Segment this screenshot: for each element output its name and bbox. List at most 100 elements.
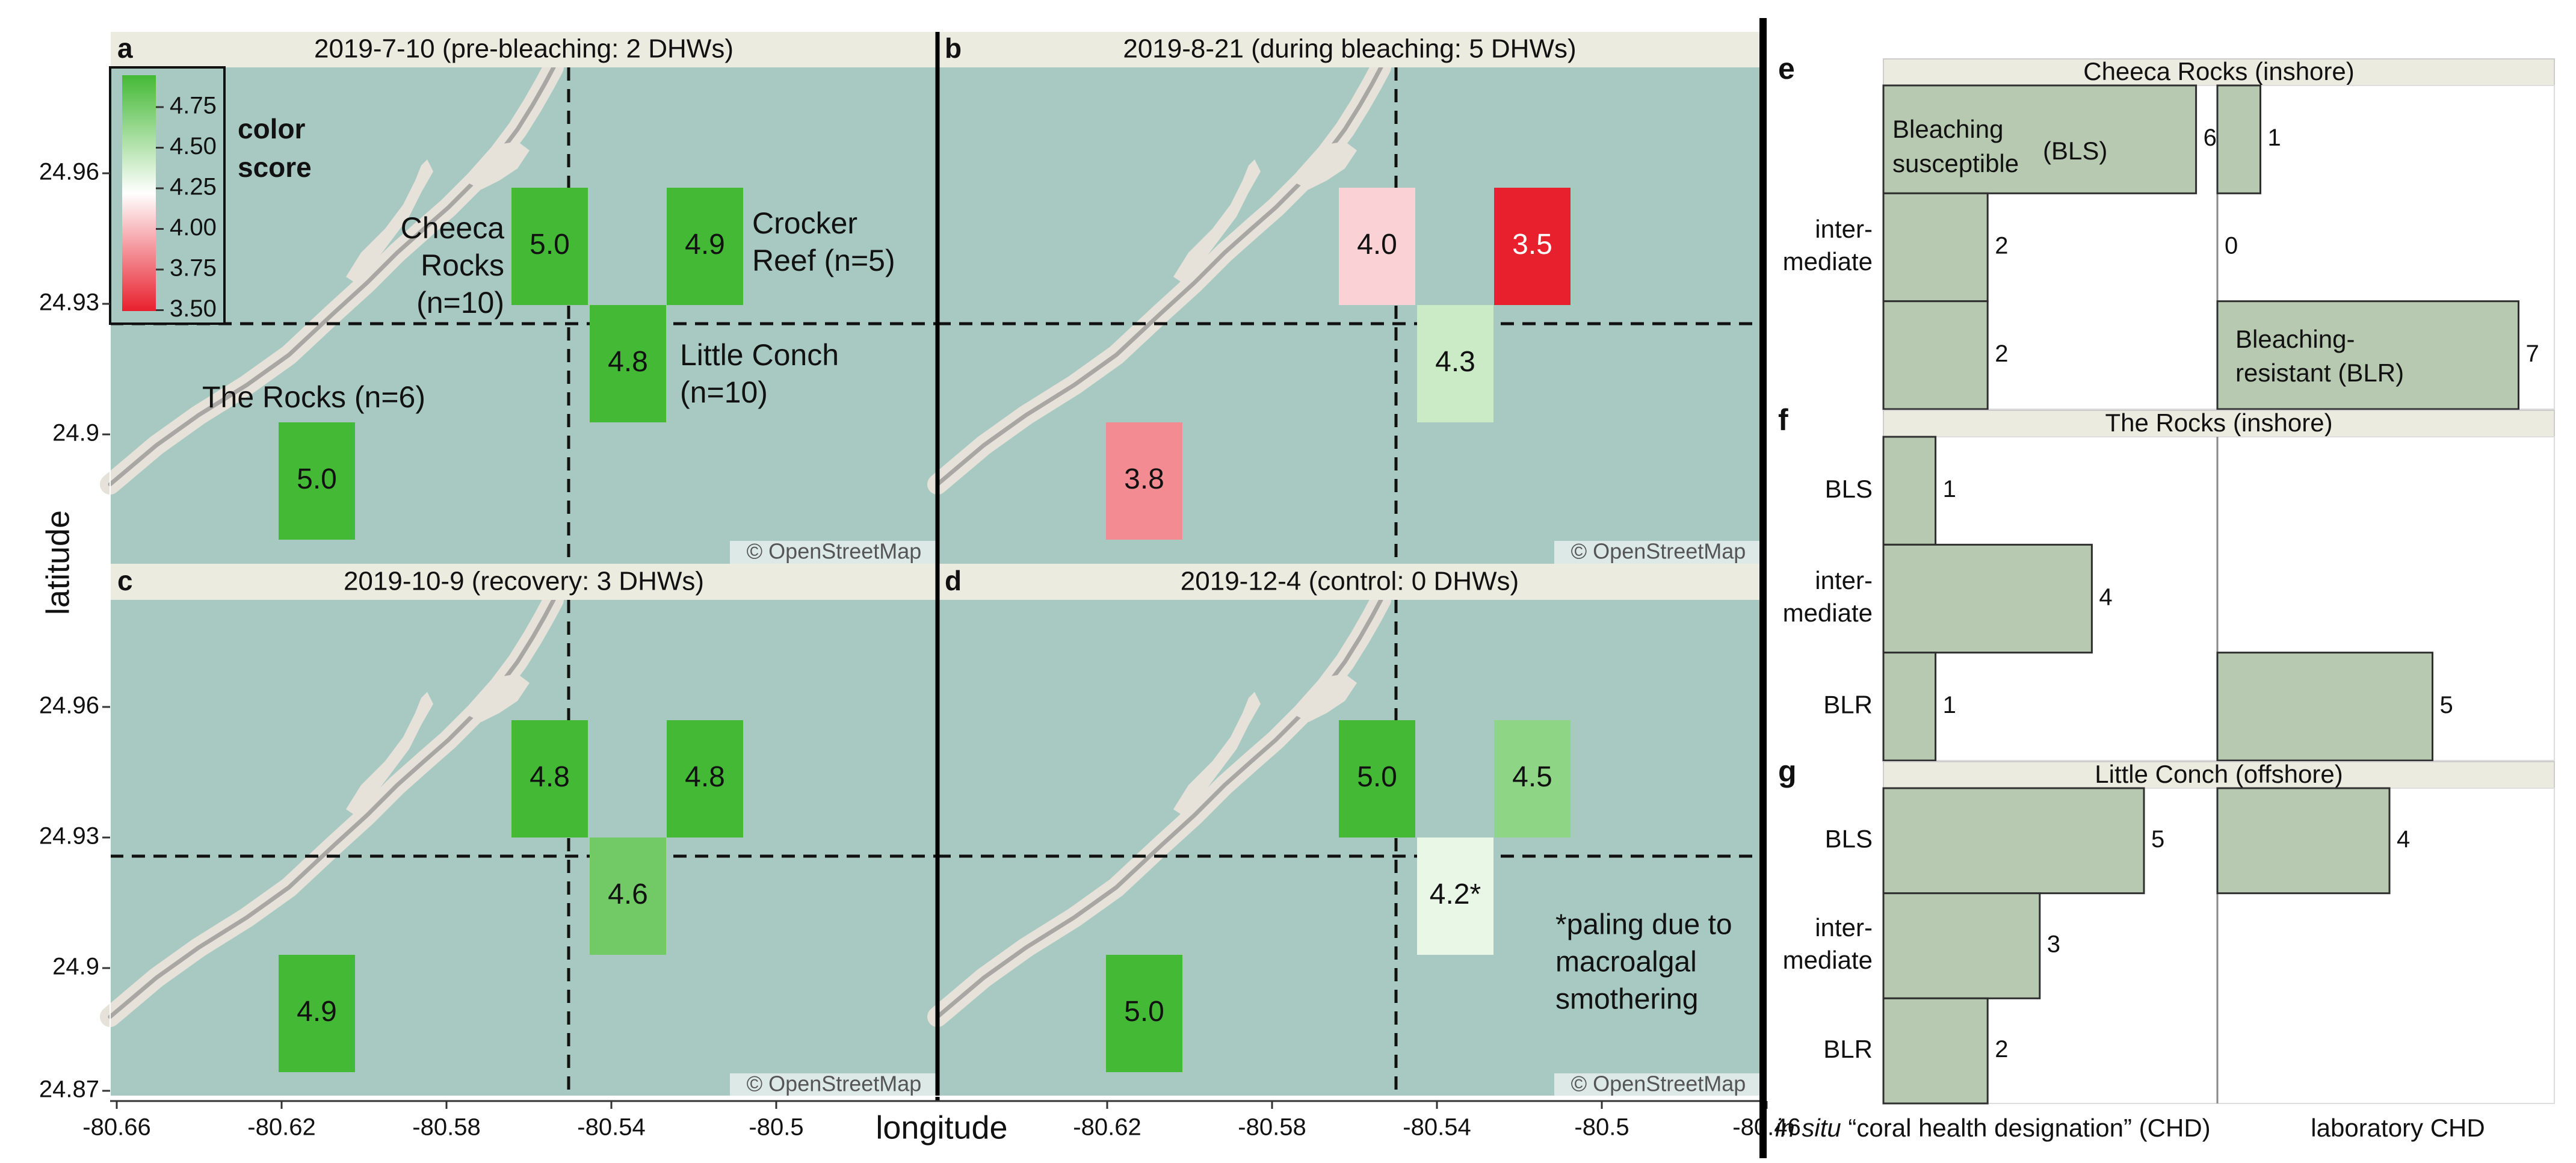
lon-tick: -80.5 (749, 1114, 803, 1141)
bar-lab (2216, 787, 2391, 895)
map-island (346, 159, 433, 283)
bar-lab (2216, 300, 2519, 410)
site-rect-rocks (279, 422, 355, 540)
map-sea (110, 67, 937, 564)
map-attribution: © OpenStreetMap (747, 539, 922, 564)
bar-value-label: 4 (2397, 826, 2410, 853)
bar-category-label: mediate (1783, 946, 1873, 974)
x-axis-label: longitude (876, 1109, 1007, 1146)
bar-value-label: 2 (1995, 233, 2008, 259)
bar-value-label: 7 (2526, 341, 2539, 367)
site-label-cheeca: (n=10) (416, 286, 504, 319)
bar-value-label: 3 (2047, 931, 2060, 958)
bar-in-situ (1882, 84, 2198, 194)
site-label-crocker: Reef (n=5) (752, 244, 895, 277)
bar-category-label: BLS (1825, 824, 1873, 853)
legend-title: score (238, 152, 312, 183)
map-sea (110, 600, 937, 1096)
bar-category-label: BLS (1825, 475, 1873, 503)
map-island (1291, 674, 1357, 722)
site-score: 4.8 (530, 761, 570, 793)
site-rect-crocker (667, 720, 743, 838)
map-title-bar (937, 564, 1762, 600)
bar-category-label: mediate (1783, 599, 1873, 627)
legend-tick: 3.75 (170, 255, 217, 282)
attribution-bg (1554, 541, 1762, 564)
site-score: 4.9 (297, 996, 337, 1028)
lat-tick: 24.93 (39, 823, 99, 850)
legend-tick: 4.00 (170, 214, 217, 241)
bar-in-situ (1882, 192, 1989, 303)
bar-panel-e: Cheeca Rocks (inshore) e 6 1 2 0 inter-mediate… (1778, 52, 2555, 410)
map-title-bar (110, 31, 937, 67)
map-panel-d: d 2019-12-4 (control: 0 DHWs) © OpenStreet… (927, 564, 1762, 1096)
lat-tick: 24.9 (52, 954, 99, 980)
bar-in-situ (1882, 892, 2041, 999)
map-title-bar (937, 31, 1762, 67)
site-rect-cheeca (511, 720, 588, 838)
site-score: 4.0 (1357, 229, 1397, 261)
site-rect-rocks (1106, 955, 1182, 1072)
map-note: smothering (1555, 984, 1698, 1016)
map-panel-title: 2019-10-9 (recovery: 3 DHWs) (344, 567, 704, 596)
map-land (100, 57, 564, 495)
site-rect-conch (590, 305, 666, 422)
lon-tick: -80.5 (1574, 1114, 1629, 1141)
bar-x-label-left: in situ “coral health designation” (CHD) (1775, 1114, 2211, 1142)
attribution-bg (1554, 1073, 1762, 1096)
panel-letter: b (945, 32, 962, 64)
map-highway (108, 597, 556, 1019)
panel-letter: e (1778, 52, 1795, 85)
panel-letter: f (1778, 403, 1788, 437)
bar-category-label: BLR (1823, 690, 1873, 718)
map-island (1291, 141, 1357, 190)
panel-letter: d (945, 565, 962, 596)
bar-value-label: 0 (2225, 233, 2238, 259)
legend-title: color (238, 113, 306, 144)
lon-tick: -80.58 (1238, 1114, 1306, 1141)
site-label-conch: Little Conch (680, 338, 839, 372)
site-rect-cheeca (511, 188, 588, 305)
lon-tick: -80.62 (1073, 1114, 1141, 1141)
bar-value-label: 4 (2099, 584, 2112, 611)
legend-tick: 4.75 (170, 93, 217, 119)
site-label-cheeca: Cheeca (401, 211, 505, 245)
bar-value-label: 1 (1943, 692, 1956, 718)
bar-in-situ (1882, 543, 2093, 654)
site-rect-rocks (279, 955, 355, 1072)
bar-category-label: mediate (1783, 247, 1873, 276)
map-panel-b: b 2019-8-21 (during bleaching: 5 DHWs) © O… (927, 31, 1762, 564)
site-score: 4.3 (1435, 346, 1475, 378)
legend-tick: 4.50 (170, 133, 217, 159)
map-panel-title: 2019-12-4 (control: 0 DHWs) (1181, 567, 1519, 596)
attribution-bg (730, 541, 937, 564)
site-rect-cheeca (1339, 720, 1415, 838)
site-rect-conch (590, 838, 666, 955)
panel-letter: a (117, 32, 133, 64)
site-score: 3.8 (1124, 463, 1164, 495)
bar-panel-title: Cheeca Rocks (inshore) (2083, 57, 2355, 85)
panel-letter: g (1778, 754, 1797, 788)
site-rect-cheeca (1339, 188, 1415, 305)
bar-category-label: inter- (1815, 215, 1873, 243)
bar-value-label: 2 (1995, 1036, 2008, 1063)
map-land (927, 590, 1391, 1027)
lat-tick: 24.96 (39, 159, 99, 185)
map-island (1173, 159, 1261, 283)
site-rect-rocks (1106, 422, 1182, 540)
y-axis-label: latitude (40, 510, 76, 615)
site-label-conch: (n=10) (680, 375, 768, 409)
site-label-crocker: Crocker (752, 206, 857, 240)
map-island (1173, 692, 1261, 815)
lat-tick: 24.87 (39, 1076, 99, 1103)
panel-letter: c (117, 565, 133, 596)
site-rect-crocker (1494, 188, 1571, 305)
bar-in-situ (1882, 652, 1937, 762)
site-rect-crocker (667, 188, 743, 305)
bar-in-situ (1882, 787, 2145, 895)
legend-colorbar (122, 75, 156, 311)
bar-category-label: BLR (1823, 1035, 1873, 1063)
lat-tick: 24.96 (39, 693, 99, 719)
bar-value-label: 6 (2204, 125, 2217, 151)
